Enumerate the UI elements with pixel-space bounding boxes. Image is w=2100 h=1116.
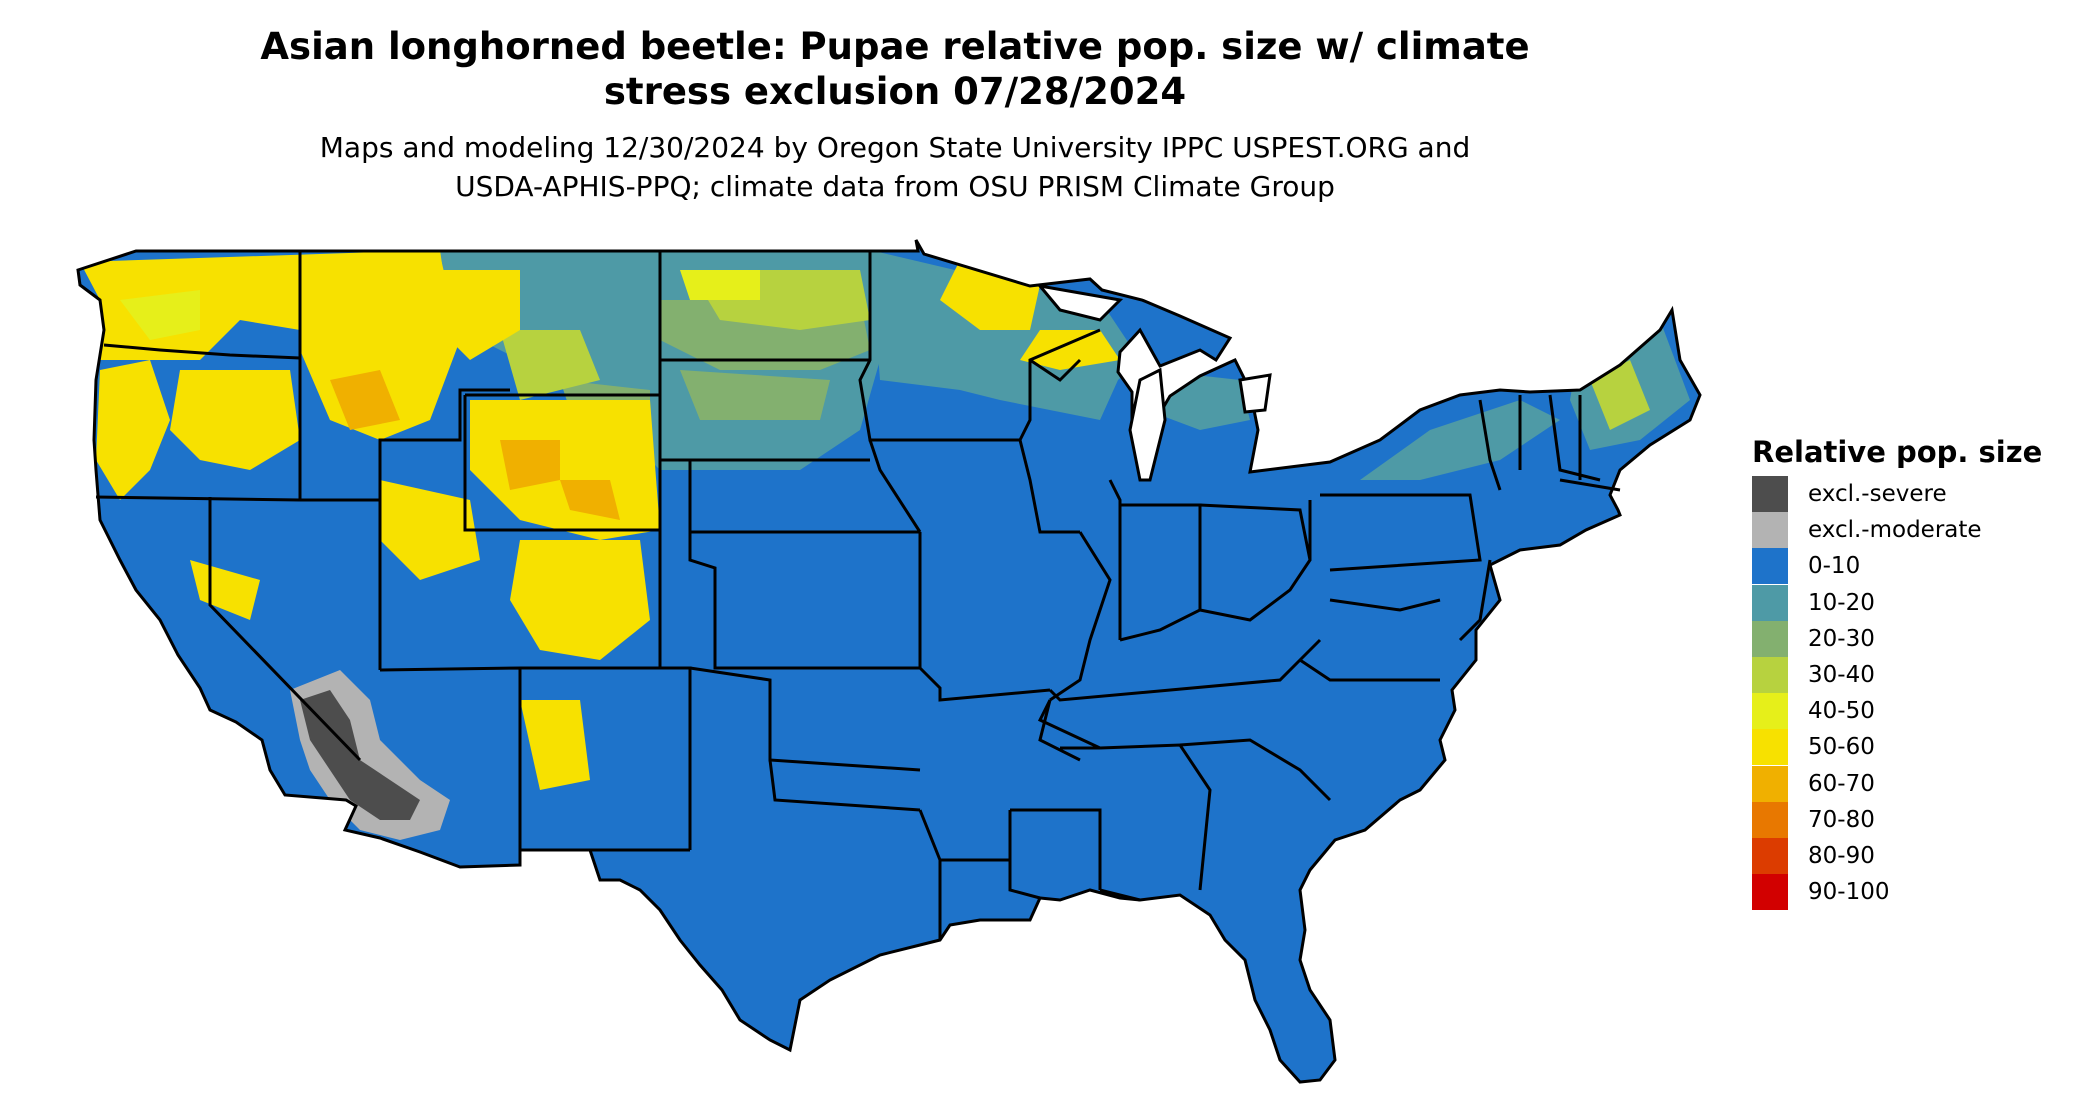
legend-label: 60-70	[1808, 770, 1875, 797]
zone-50-60-oregon-coast	[96, 360, 170, 500]
zone-60-70-idaho	[330, 370, 400, 430]
legend-swatch	[1752, 874, 1788, 911]
legend-swatch	[1752, 801, 1788, 838]
legend-swatch	[1752, 693, 1788, 730]
legend-item: 0-10	[1752, 548, 2082, 585]
zone-10-20-new-york	[1360, 400, 1560, 480]
map-subtitle-line-1: Maps and modeling 12/30/2024 by Oregon S…	[319, 131, 1471, 164]
zone-30-40-maine	[1590, 360, 1650, 430]
legend-item: 60-70	[1752, 765, 2082, 802]
legend-item: 20-30	[1752, 620, 2082, 657]
legend-swatch	[1752, 584, 1788, 621]
lake-huron	[1238, 373, 1272, 414]
legend-label: 80-90	[1808, 842, 1875, 869]
legend-swatch	[1752, 620, 1788, 657]
legend-item: 50-60	[1752, 729, 2082, 766]
zone-20-30-dakotas	[680, 370, 830, 420]
lake-michigan	[1128, 367, 1167, 482]
legend-item: 80-90	[1752, 837, 2082, 874]
great-lakes	[1036, 283, 1272, 482]
zone-50-60-new-mexico	[520, 700, 590, 790]
map-subtitle-line-2: USDA-APHIS-PPQ; climate data from OSU PR…	[455, 170, 1335, 203]
zone-50-60-colorado	[510, 540, 650, 660]
legend-item: 90-100	[1752, 874, 2082, 911]
legend-item: 30-40	[1752, 656, 2082, 693]
legend: Relative pop. size excl.-severe excl.-mod…	[1752, 434, 2082, 911]
zone-60-70-wyoming-east	[560, 480, 620, 520]
legend-swatch	[1752, 476, 1788, 512]
zone-50-60-oregon-interior	[170, 370, 300, 470]
zone-40-50-washington	[120, 290, 200, 340]
map-title: Asian longhorned beetle: Pupae relative …	[130, 24, 1660, 114]
legend-item: 70-80	[1752, 801, 2082, 838]
legend-item: 40-50	[1752, 693, 2082, 730]
map-title-line-2: stress exclusion 07/28/2024	[603, 70, 1187, 113]
legend-swatch	[1752, 512, 1788, 549]
zone-50-60-montana-mountains	[440, 270, 520, 360]
map-title-line-1: Asian longhorned beetle: Pupae relative …	[260, 25, 1530, 68]
legend-items: excl.-severe excl.-moderate 0-10 10-20 20-30…	[1752, 476, 2082, 911]
zone-50-60-utah	[380, 480, 480, 580]
zone-40-50-north-dakota	[680, 270, 760, 300]
zone-50-60-nevada	[190, 560, 260, 620]
zone-50-60-upper-peninsula	[1020, 330, 1120, 370]
legend-label: 20-30	[1808, 625, 1875, 652]
legend-title: Relative pop. size	[1752, 435, 2043, 469]
lake-superior	[1036, 283, 1124, 322]
legend-swatch	[1752, 729, 1788, 766]
zone-60-70-wyoming	[500, 440, 560, 490]
legend-swatch	[1752, 765, 1788, 802]
legend-label: 70-80	[1808, 806, 1875, 833]
state-boundaries	[76, 239, 1702, 1084]
zone-30-40-montana-west	[500, 330, 600, 400]
legend-item: excl.-severe	[1752, 476, 2082, 512]
legend-swatch	[1752, 837, 1788, 874]
map-subtitle: Maps and modeling 12/30/2024 by Oregon S…	[130, 128, 1660, 206]
legend-swatch	[1752, 548, 1788, 585]
zone-10-20-upper-midwest	[870, 250, 1140, 420]
legend-item: 10-20	[1752, 584, 2082, 621]
legend-label: 30-40	[1808, 661, 1875, 688]
legend-label: 40-50	[1808, 698, 1875, 725]
legend-item: excl.-moderate	[1752, 512, 2082, 549]
legend-label: 0-10	[1808, 553, 1861, 580]
legend-label: 50-60	[1808, 734, 1875, 761]
legend-swatch	[1752, 656, 1788, 693]
legend-label: 10-20	[1808, 589, 1875, 616]
us-map	[76, 239, 1702, 1084]
legend-label: 90-100	[1808, 879, 1890, 906]
legend-label: excl.-severe	[1808, 481, 1947, 507]
zone-excl-severe	[300, 690, 420, 820]
legend-label: excl.-moderate	[1808, 517, 1982, 544]
